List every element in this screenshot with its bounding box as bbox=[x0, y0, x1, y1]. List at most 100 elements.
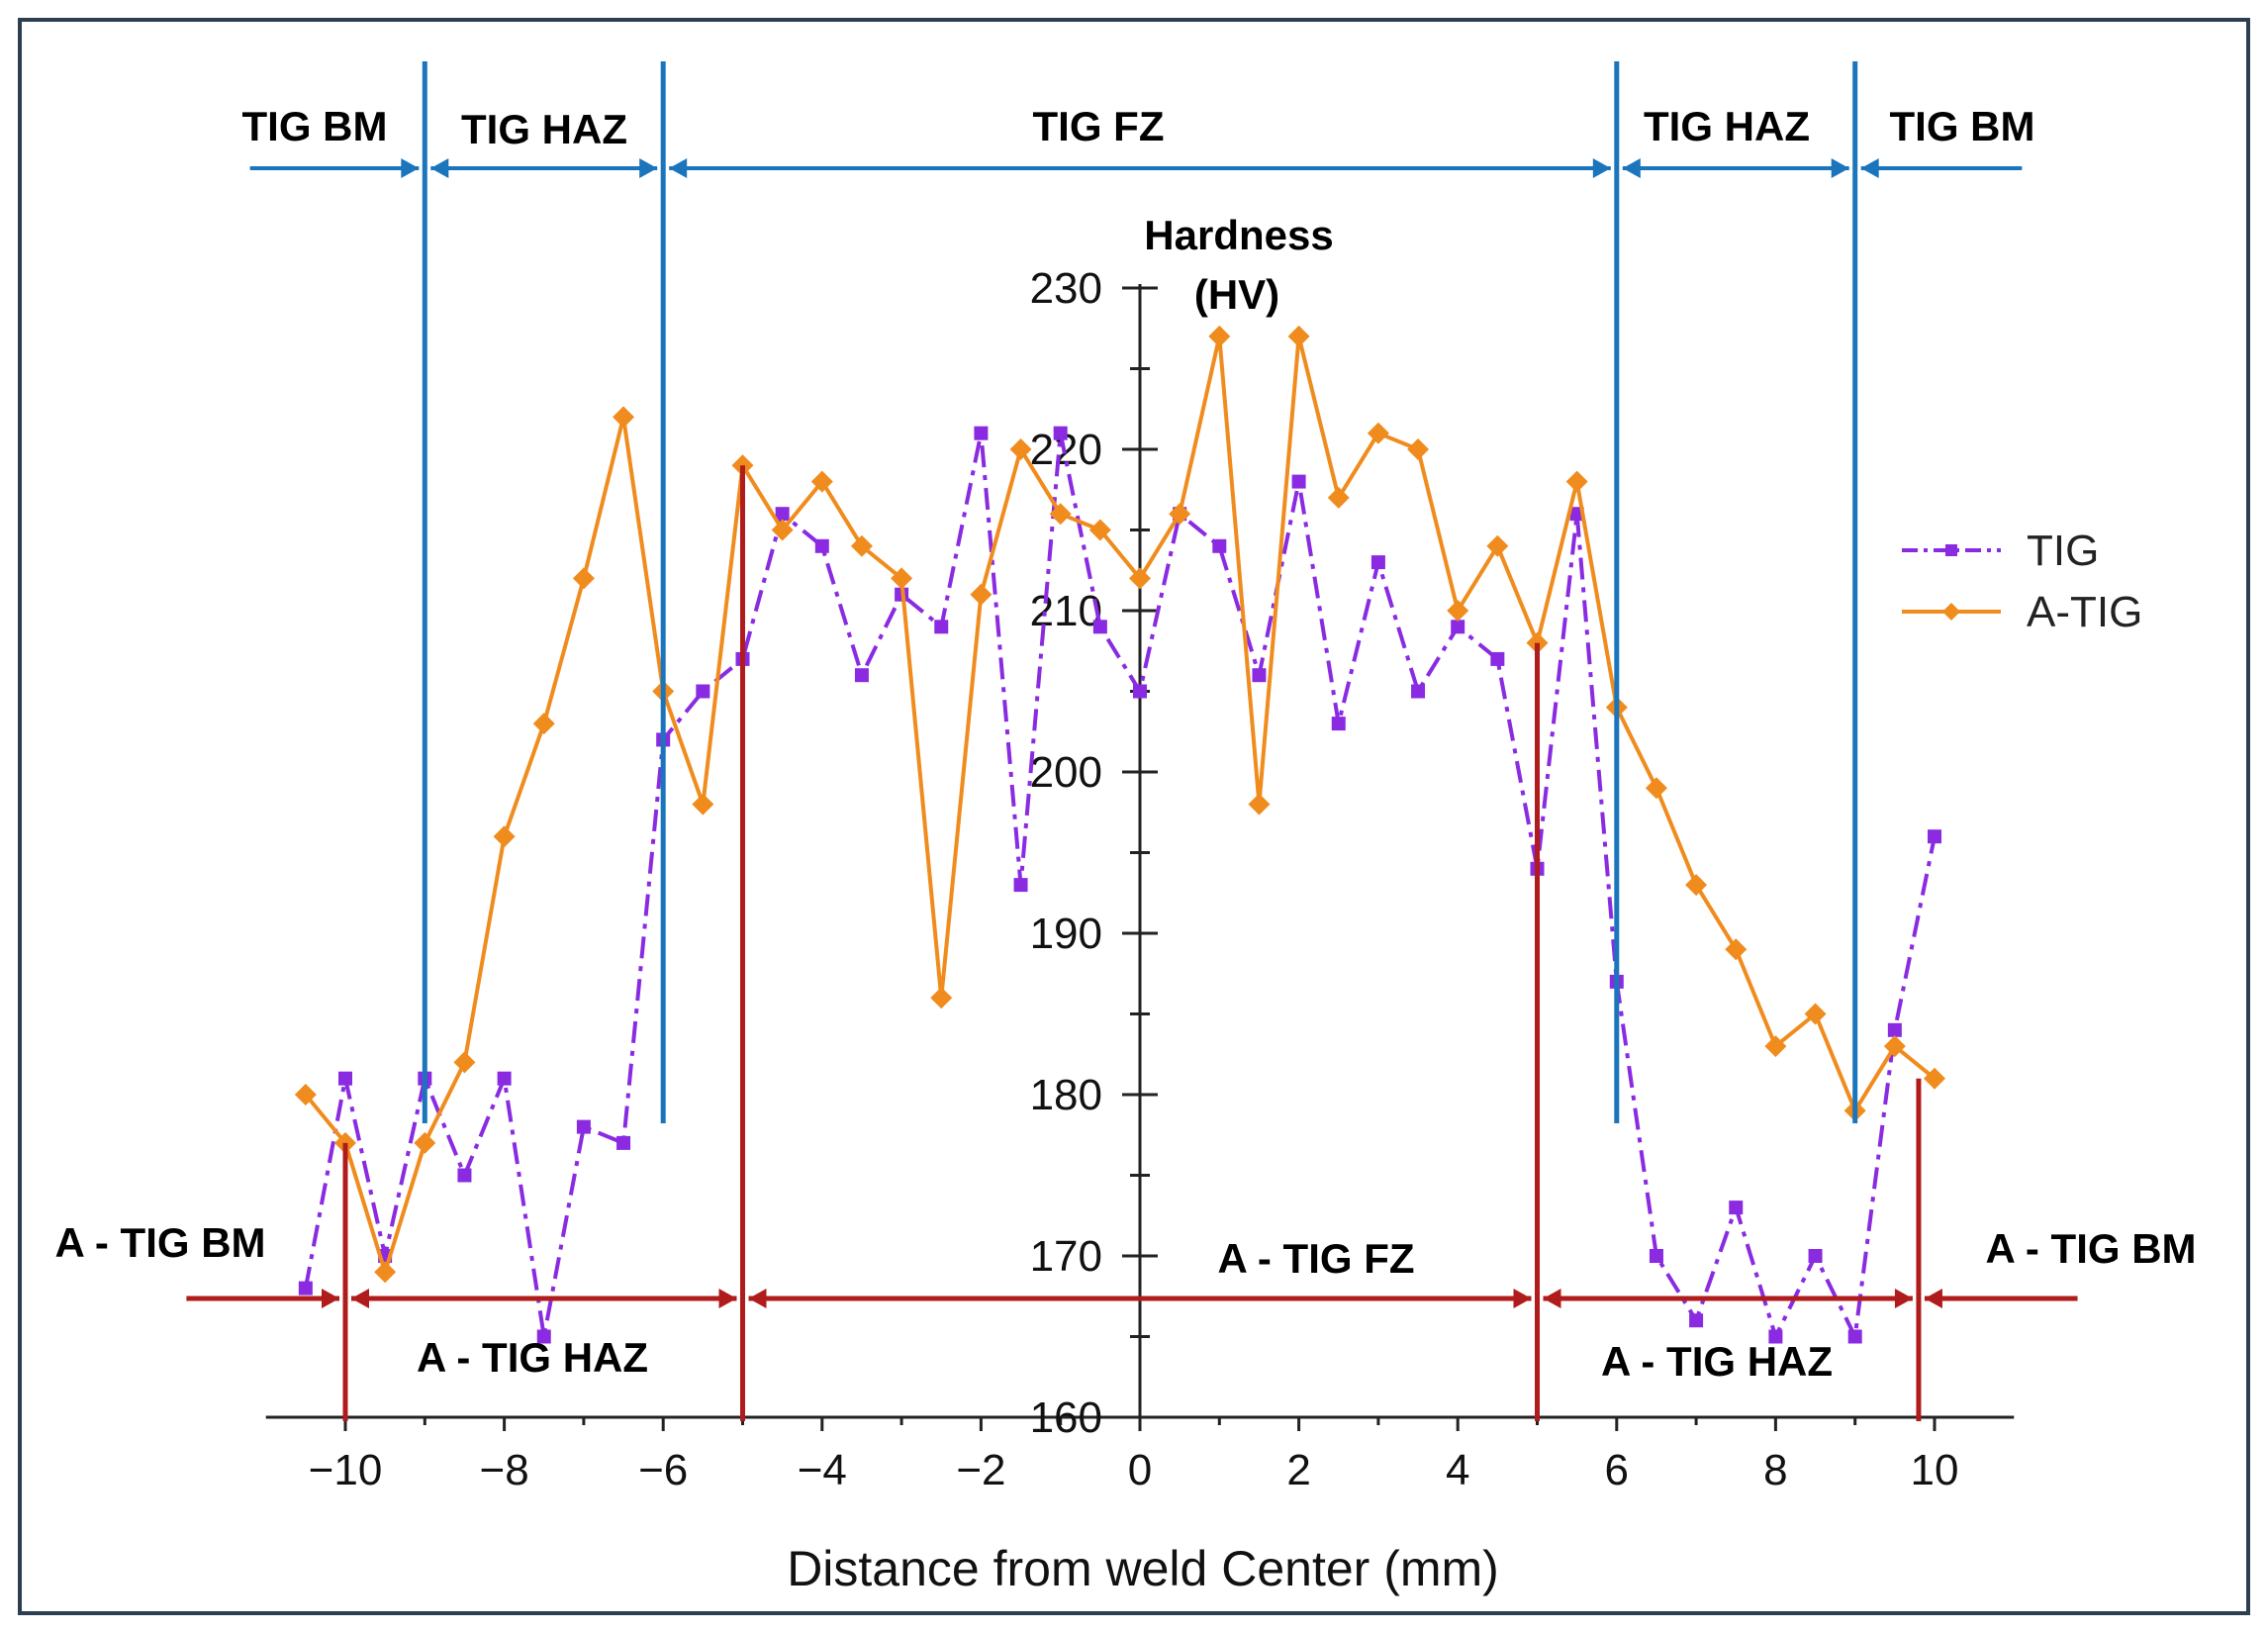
x-tick-label: −10 bbox=[309, 1446, 383, 1494]
y-axis-title-line2: (HV) bbox=[1194, 271, 1279, 318]
series-line-tig bbox=[303, 431, 1937, 1339]
atig-zone-label-fz: A - TIG FZ bbox=[1217, 1235, 1414, 1282]
tig-arrow-head bbox=[669, 158, 688, 178]
frame-border bbox=[18, 18, 2250, 1615]
a-tig-point bbox=[1049, 503, 1072, 526]
tig-point bbox=[775, 507, 790, 522]
x-tick-label: 10 bbox=[1911, 1446, 1959, 1494]
tig-point bbox=[1013, 878, 1028, 893]
a-tig-point bbox=[1287, 325, 1310, 347]
a-tig-point bbox=[532, 713, 555, 735]
a-tig-point bbox=[891, 567, 913, 590]
tig-zone-label-bm-left: TIG BM bbox=[242, 103, 388, 149]
tig-point bbox=[1808, 1249, 1823, 1263]
x-tick-label: 0 bbox=[1128, 1446, 1152, 1494]
tig-arrow-head bbox=[1860, 158, 1879, 178]
a-tig-point bbox=[1565, 470, 1588, 493]
tig-point bbox=[536, 1329, 551, 1344]
x-tick-label: −6 bbox=[638, 1446, 688, 1494]
legend-marker-tig bbox=[1945, 544, 1957, 556]
x-tick-label: −4 bbox=[798, 1446, 847, 1494]
a-tig-point bbox=[1924, 1067, 1945, 1090]
a-tig-point bbox=[1645, 777, 1667, 800]
y-tick-label: 180 bbox=[1030, 1071, 1102, 1119]
y-tick-label: 230 bbox=[1030, 264, 1102, 313]
tig-point bbox=[1291, 474, 1306, 489]
tig-point bbox=[1847, 1329, 1862, 1344]
tig-point bbox=[576, 1119, 591, 1134]
tig-point bbox=[814, 538, 829, 553]
tig-point bbox=[457, 1168, 472, 1183]
x-tick-label: 2 bbox=[1286, 1446, 1310, 1494]
tig-point bbox=[1451, 620, 1465, 634]
a-tig-point bbox=[1725, 938, 1748, 961]
annotations-group bbox=[186, 61, 2078, 1421]
a-tig-point bbox=[414, 1131, 436, 1154]
tig-point bbox=[1729, 1201, 1744, 1215]
x-axis-title: Distance from weld Center (mm) bbox=[787, 1541, 1499, 1596]
tig-point bbox=[1331, 717, 1346, 731]
a-tig-point bbox=[1764, 1035, 1787, 1058]
a-tig-point bbox=[930, 987, 953, 1009]
series-line-a-tig bbox=[304, 334, 1937, 1275]
a-tig-point bbox=[572, 567, 595, 590]
tig-point bbox=[1133, 684, 1147, 699]
tig-point bbox=[1689, 1313, 1704, 1328]
tig-point bbox=[1649, 1249, 1663, 1263]
tig-zone-label-haz-left: TIG HAZ bbox=[461, 106, 627, 152]
a-tig-point bbox=[1248, 793, 1271, 816]
atig-zone-label-bm-left: A - TIG BM bbox=[54, 1219, 265, 1266]
tig-point bbox=[616, 1135, 631, 1150]
tig-point bbox=[1411, 684, 1426, 699]
tig-point bbox=[1370, 555, 1385, 570]
a-tig-point bbox=[1088, 519, 1111, 541]
a-tig-point bbox=[1169, 503, 1191, 526]
atig-arrow-head bbox=[1924, 1289, 1942, 1308]
a-tig-point bbox=[294, 1084, 317, 1105]
a-tig-point bbox=[453, 1051, 476, 1074]
tig-point bbox=[1212, 538, 1227, 553]
atig-arrow-head bbox=[718, 1289, 737, 1308]
a-tig-point bbox=[493, 825, 516, 848]
a-tig-point bbox=[1009, 438, 1032, 460]
tig-zone-label-haz-right: TIG HAZ bbox=[1644, 103, 1810, 149]
y-axis-title-line1: Hardness bbox=[1144, 212, 1333, 258]
atig-zone-label-bm-right: A - TIG BM bbox=[1985, 1225, 2196, 1272]
a-tig-point bbox=[1883, 1035, 1906, 1058]
a-tig-point bbox=[1208, 325, 1231, 347]
atig-arrow-head bbox=[351, 1289, 369, 1308]
tig-arrow-head bbox=[1831, 158, 1849, 178]
legend-marker-atig bbox=[1942, 603, 1960, 621]
legend: TIG A-TIG bbox=[1902, 527, 2142, 636]
a-tig-point bbox=[1327, 486, 1350, 509]
x-tick-label: −8 bbox=[480, 1446, 529, 1494]
a-tig-point bbox=[1685, 874, 1708, 897]
a-tig-point bbox=[613, 406, 635, 429]
a-tig-point bbox=[1447, 600, 1469, 622]
a-tig-point bbox=[771, 519, 794, 541]
y-tick-label: 160 bbox=[1030, 1393, 1102, 1442]
tig-point bbox=[338, 1071, 352, 1086]
atig-arrow-head bbox=[1513, 1289, 1532, 1308]
atig-arrow-head bbox=[1894, 1289, 1913, 1308]
tig-point bbox=[1887, 1022, 1902, 1037]
x-tick-label: −2 bbox=[956, 1446, 1005, 1494]
a-tig-point bbox=[1367, 422, 1389, 444]
tig-point bbox=[1252, 668, 1267, 683]
axes-group: −10 −8 −6 −4 −2 0 2 4 6 8 101601701801902002102202… bbox=[265, 264, 2015, 1494]
a-tig-point bbox=[1804, 1003, 1827, 1025]
tig-point bbox=[1768, 1329, 1783, 1344]
x-tick-label: 4 bbox=[1446, 1446, 1469, 1494]
y-tick-label: 210 bbox=[1030, 587, 1102, 635]
y-tick-label: 170 bbox=[1030, 1232, 1102, 1281]
a-tig-point bbox=[1486, 534, 1509, 557]
tig-arrow-head bbox=[1592, 158, 1611, 178]
tig-point bbox=[1490, 651, 1505, 666]
tig-point bbox=[1928, 829, 1941, 844]
atig-arrow-head bbox=[322, 1289, 339, 1308]
atig-zone-label-haz-left: A - TIG HAZ bbox=[417, 1334, 648, 1381]
legend-label-atig: A-TIG bbox=[2027, 588, 2142, 636]
x-tick-label: 6 bbox=[1605, 1446, 1629, 1494]
tig-arrow-head bbox=[430, 158, 449, 178]
y-tick-label: 190 bbox=[1030, 910, 1102, 958]
